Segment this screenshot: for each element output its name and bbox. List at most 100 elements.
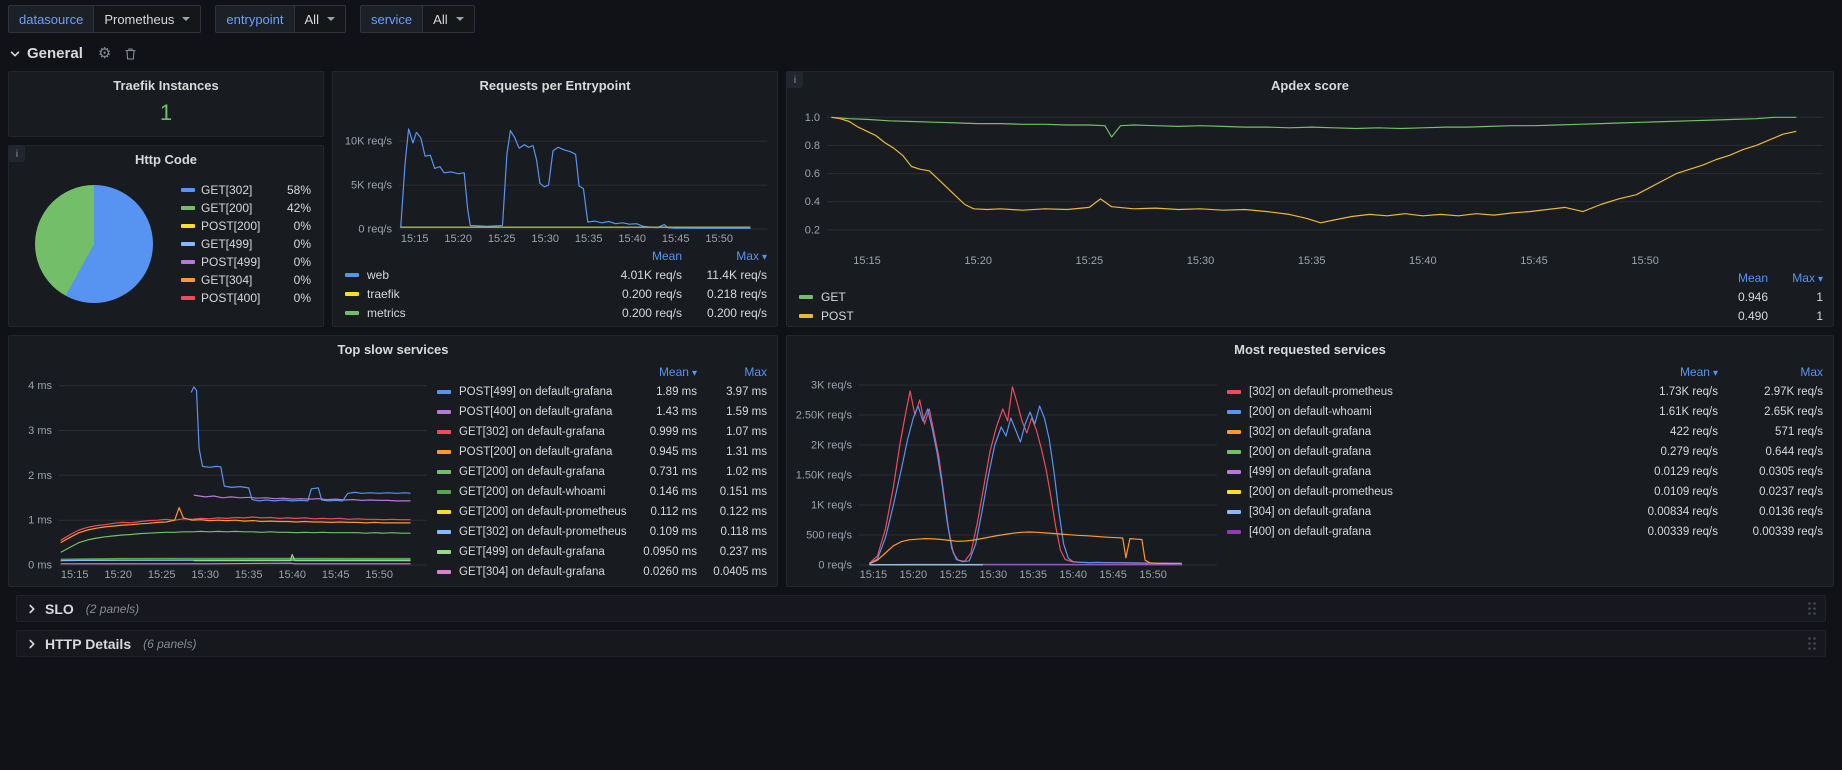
info-icon[interactable]: i [9,146,25,162]
series-color-chip [181,278,195,282]
legend-sort-mean[interactable]: Mean [627,365,697,379]
variable-dropdown[interactable]: All [422,5,475,33]
legend-item[interactable]: GET[302] on default-grafana 0.999 ms 1.0… [437,422,767,442]
legend-item[interactable]: GET[304] on default-grafana 0.0260 ms 0.… [437,562,767,582]
chevron-right-icon [29,604,35,613]
http-code-pie-chart[interactable] [35,185,153,303]
info-icon[interactable]: i [787,72,803,88]
svg-text:15:50: 15:50 [1631,255,1659,267]
most-requested-legend: Mean Max [302] on default-prometheus 1.7… [1227,362,1823,582]
panel-title[interactable]: Top slow services [337,341,449,357]
series-color-chip [1227,450,1241,454]
series-name: GET[302] on default-prometheus [459,526,627,538]
series-mean: 0.112 ms [650,506,697,518]
panel-title[interactable]: Apdex score [1270,77,1350,93]
series-mean: 0.490 [1737,308,1768,323]
row-title: HTTP Details [45,635,132,652]
series-max: 3.97 ms [726,386,767,398]
row-general-header[interactable]: General ⚙ [0,38,1842,71]
row-http-details-header[interactable]: HTTP Details (6 panels) [16,630,1826,657]
legend-item[interactable]: POST[200] on default-grafana 0.945 ms 1.… [437,442,767,462]
legend-item[interactable]: GET[304] 0% [181,273,311,287]
series-value: 0% [293,255,311,269]
series-color-chip [437,470,451,474]
apdex-chart[interactable]: 0.2 0.4 0.6 0.8 1.0 15:15 15:20 15:25 15:30 15:35… [787,98,1833,268]
legend-item[interactable]: GET[200] on default-grafana 0.731 ms 1.0… [437,462,767,482]
legend-item[interactable]: GET[499] 0% [181,237,311,251]
series-name: GET[200] on default-prometheus [459,506,627,518]
drag-handle-icon[interactable] [1807,636,1817,651]
legend-item[interactable]: [200] on default-grafana 0.279 req/s 0.6… [1227,442,1823,462]
legend-item[interactable]: GET[200] on default-prometheus 0.112 ms … [437,502,767,522]
legend-item[interactable]: [400] on default-grafana 0.00339 req/s 0… [1227,522,1823,542]
svg-text:5K req/s: 5K req/s [351,180,392,192]
legend-item[interactable]: [304] on default-grafana 0.00834 req/s 0… [1227,502,1823,522]
variable-dropdown[interactable]: Prometheus [93,5,202,33]
series-name: traefik [367,286,400,301]
legend-item[interactable]: POST[200] 0% [181,219,311,233]
legend-sort-mean[interactable]: Mean [1598,365,1718,379]
legend-item[interactable]: [499] on default-grafana 0.0129 req/s 0.… [1227,462,1823,482]
legend-item[interactable]: [302] on default-grafana 422 req/s 571 r… [1227,422,1823,442]
svg-text:1K req/s: 1K req/s [811,500,852,512]
legend-item[interactable]: GET[302] on default-prometheus 0.109 ms … [437,522,767,542]
legend-sort-mean[interactable]: Mean [1737,270,1768,285]
legend-item[interactable]: GET[200] on default-whoami 0.146 ms 0.15… [437,482,767,502]
drag-handle-icon[interactable] [1807,601,1817,616]
svg-text:15:40: 15:40 [1059,569,1087,581]
row-slo-header[interactable]: SLO (2 panels) [16,595,1826,622]
legend-sort-max[interactable]: Max [1800,365,1823,379]
svg-text:15:15: 15:15 [853,255,881,267]
series-name: GET[302] [201,183,253,197]
series-color-chip [437,550,451,554]
panel-requests-per-entrypoint: Requests per Entrypoint 0 req/s 5K req/s 1… [332,71,778,327]
legend-item[interactable]: POST[400] on default-grafana 1.43 ms 1.5… [437,402,767,422]
legend-item[interactable]: traefik 0.200 req/s 0.218 req/s [345,284,767,303]
legend-item[interactable]: GET 0.946 1 [799,287,1823,306]
gear-icon[interactable]: ⚙ [97,45,112,62]
legend-sort-max[interactable]: Max [744,365,767,379]
legend-item[interactable]: POST[400] 0% [181,291,311,305]
legend-sort-max[interactable]: Max [1768,271,1823,285]
most-requested-chart[interactable]: 0 req/s 500 req/s 1K req/s 1.50K req/s 2K re… [793,362,1227,582]
panel-title[interactable]: Http Code [134,151,198,167]
svg-text:15:45: 15:45 [322,569,350,581]
legend-sort-max[interactable]: Max [682,249,767,263]
requests-chart[interactable]: 0 req/s 5K req/s 10K req/s 15:15 15:20 15:25 1… [333,98,777,246]
series-name: POST[200] [201,219,261,233]
series-mean: 422 req/s [1670,426,1718,438]
legend-item[interactable]: GET[302] 58% [181,183,311,197]
svg-text:15:15: 15:15 [61,569,89,581]
series-color-chip [1227,390,1241,394]
panel-title[interactable]: Traefik Instances [113,77,219,93]
svg-text:15:45: 15:45 [1520,255,1548,267]
series-max: 2.97K req/s [1764,386,1823,398]
template-variable: entrypoint All [215,5,346,33]
legend-item[interactable]: web 4.01K req/s 11.4K req/s [345,265,767,284]
panel-title[interactable]: Requests per Entrypoint [479,77,631,93]
panel-title[interactable]: Most requested services [1234,341,1386,357]
legend-item[interactable]: POST[499] 0% [181,255,311,269]
trash-icon[interactable] [124,47,137,61]
series-max: 0.0305 req/s [1759,466,1823,478]
legend-item[interactable]: GET[499] on default-grafana 0.0950 ms 0.… [437,542,767,562]
series-mean: 0.00339 req/s [1647,526,1718,538]
legend-item[interactable]: [200] on default-whoami 1.61K req/s 2.65… [1227,402,1823,422]
legend-item[interactable]: [302] on default-prometheus 1.73K req/s … [1227,382,1823,402]
legend-item[interactable]: POST[499] on default-grafana 1.89 ms 3.9… [437,382,767,402]
legend-item[interactable]: POST 0.490 1 [799,306,1823,325]
legend-item[interactable]: [200] on default-prometheus 0.0109 req/s… [1227,482,1823,502]
series-mean: 4.01K req/s [620,267,682,282]
svg-text:15:20: 15:20 [900,569,928,581]
legend-sort-mean[interactable]: Mean [651,248,682,263]
series-max: 0.0136 req/s [1759,506,1823,518]
chevron-down-icon [10,50,20,56]
series-color-chip [345,310,359,315]
legend-item[interactable]: metrics 0.200 req/s 0.200 req/s [345,303,767,322]
variable-dropdown[interactable]: All [293,5,346,33]
legend-item[interactable]: GET[200] 42% [181,201,311,215]
svg-text:15:25: 15:25 [1076,255,1104,267]
top-slow-chart[interactable]: 0 ms 1 ms 2 ms 3 ms 4 ms 15:15 15:20 15:25 15:30… [15,362,437,582]
series-max: 0.122 ms [719,506,767,518]
series-color-chip [1227,410,1241,414]
